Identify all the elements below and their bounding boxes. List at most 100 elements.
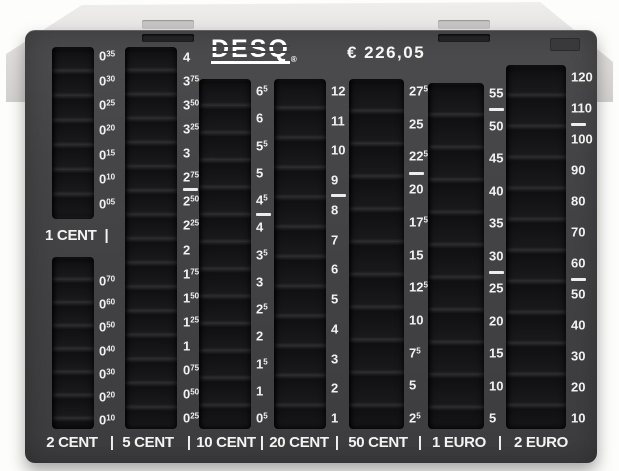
tick-value: 27 <box>409 83 424 99</box>
scale-tick-cent50: 5 <box>409 379 416 392</box>
scale-tick-cent2: 060 <box>99 298 115 311</box>
scale-tick-euro1: 45 <box>489 152 503 165</box>
label-separator: | <box>417 434 423 451</box>
tick-value: 8 <box>331 202 339 218</box>
coin-channel-cent10 <box>199 79 251 429</box>
half-roll-mark-cent10 <box>256 212 271 216</box>
scale-tick-euro1: 40 <box>489 184 503 197</box>
scale-tick-cent5: 350 <box>183 99 199 112</box>
tick-value: 3 <box>183 121 191 137</box>
total-amount-display: € 226,05 <box>347 43 426 62</box>
tick-superscript: 50 <box>190 98 200 108</box>
tick-value: 0 <box>99 343 107 358</box>
tick-value: 15 <box>489 345 504 361</box>
tick-value: 3 <box>331 351 339 367</box>
scale-tick-cent2: 010 <box>99 414 115 427</box>
scale-tick-cent20: 8 <box>331 203 338 216</box>
scale-tick-cent5: 275 <box>183 171 199 184</box>
scale-tick-cent20: 1 <box>331 412 338 425</box>
label-separator: | <box>109 434 115 451</box>
tick-superscript: 70 <box>106 274 116 284</box>
scale-tick-cent50: 15 <box>409 248 423 261</box>
scale-tick-cent10: 25 <box>256 303 268 316</box>
tick-value: 20 <box>489 313 504 328</box>
tick-superscript: 05 <box>106 197 116 207</box>
tick-superscript: 10 <box>106 172 116 182</box>
tick-value: 0 <box>99 97 107 113</box>
coin-channel-euro2 <box>506 65 566 429</box>
scale-tick-cent5: 125 <box>183 315 199 328</box>
tick-superscript: 15 <box>106 148 116 158</box>
scale-tick-euro2: 110 <box>571 102 592 115</box>
latch-notch <box>550 38 580 51</box>
scale-tick-cent10: 6 <box>256 112 263 125</box>
tick-superscript: 75 <box>190 74 200 84</box>
tick-value: 9 <box>331 172 339 188</box>
coin-channel-cent50 <box>349 79 404 429</box>
tick-value: 110 <box>571 100 592 116</box>
tick-superscript: 5 <box>263 411 268 421</box>
tick-value: 10 <box>409 312 424 328</box>
coin-channel-euro1 <box>428 83 484 429</box>
hinge-slot-right <box>438 34 490 42</box>
tick-value: 4 <box>331 321 339 337</box>
scale-tick-euro2: 30 <box>571 350 585 363</box>
bottom-label-20-cent: 20 CENT <box>269 434 329 451</box>
scale-tick-cent2: 040 <box>99 344 115 357</box>
tick-value: 6 <box>256 110 264 126</box>
tick-value: 20 <box>409 181 424 197</box>
scale-tick-cent10: 2 <box>256 330 263 343</box>
tick-value: 0 <box>99 273 107 289</box>
scale-tick-cent50: 20 <box>409 183 423 196</box>
scale-tick-cent5: 075 <box>183 363 199 376</box>
scale-tick-cent10: 15 <box>256 357 268 370</box>
tick-value: 5 <box>409 377 417 393</box>
tick-superscript: 50 <box>190 194 200 204</box>
scale-tick-euro2: 120 <box>571 71 593 84</box>
tick-value: 90 <box>571 162 586 178</box>
scale-tick-cent5: 050 <box>183 387 199 400</box>
tick-value: 100 <box>571 131 593 147</box>
scale-tick-euro1: 15 <box>489 347 503 360</box>
tick-value: 0 <box>99 389 107 405</box>
scale-tick-cent10: 05 <box>256 412 268 425</box>
tick-value: 0 <box>99 147 107 163</box>
scale-tick-cent20: 10 <box>331 144 345 157</box>
scale-tick-cent50: 10 <box>409 313 423 326</box>
tick-value: 15 <box>409 247 424 262</box>
scale-tick-cent20: 4 <box>331 322 338 335</box>
tick-value: 5 <box>256 138 264 153</box>
tick-superscript: 5 <box>423 149 428 159</box>
scale-tick-euro2: 90 <box>571 164 585 177</box>
brand-logo: DESQ® <box>211 37 303 68</box>
half-roll-mark-euro2 <box>571 122 586 126</box>
scale-tick-euro1: 30 <box>489 249 503 262</box>
tick-value: 0 <box>99 171 107 187</box>
tick-value: 1 <box>183 338 191 354</box>
scale-tick-cent1: 020 <box>99 124 115 137</box>
scale-tick-euro1: 20 <box>489 314 503 327</box>
logo-stripe <box>211 51 291 53</box>
scale-tick-cent20: 7 <box>331 233 338 246</box>
scale-tick-cent50: 175 <box>409 215 428 228</box>
bottom-label-50-cent: 50 CENT <box>348 434 408 451</box>
half-roll-mark-euro2 <box>571 277 586 281</box>
tick-value: 10 <box>331 142 346 158</box>
tick-superscript: 10 <box>106 413 116 423</box>
half-roll-mark-cent5 <box>183 188 198 192</box>
scale-tick-euro2: 100 <box>571 133 593 146</box>
tick-superscript: 30 <box>106 74 116 84</box>
tick-value: 7 <box>331 232 339 248</box>
tick-value: 2 <box>409 410 417 426</box>
scale-tick-euro2: 10 <box>571 412 585 425</box>
tick-superscript: 60 <box>106 297 116 307</box>
scale-tick-euro1: 35 <box>489 217 503 230</box>
tick-value: 1 <box>183 290 191 306</box>
tick-value: 70 <box>571 224 586 240</box>
tick-value: 25 <box>409 116 424 132</box>
scale-tick-cent1: 010 <box>99 173 115 186</box>
tick-superscript: 50 <box>190 387 200 397</box>
scale-tick-cent2: 070 <box>99 275 115 288</box>
tick-value: 50 <box>571 286 586 302</box>
